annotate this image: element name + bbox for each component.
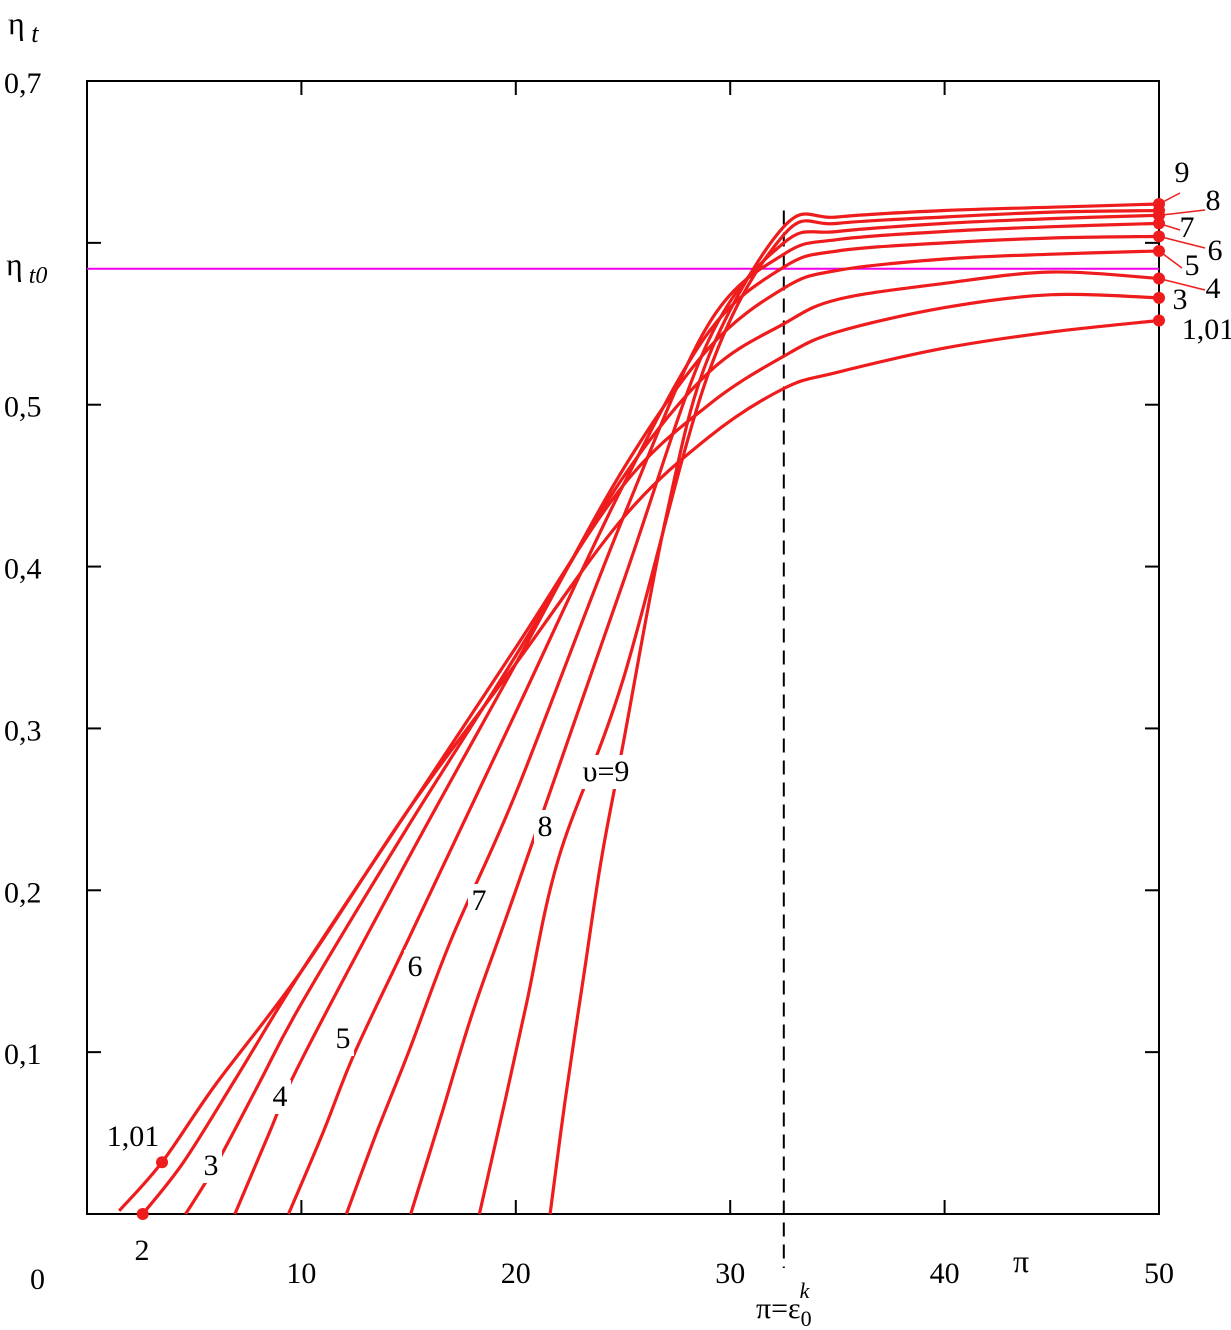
curve-start-dot-0 <box>156 1156 169 1169</box>
end-label-leader-2 <box>1158 277 1206 291</box>
x-tick-label: 40 <box>930 1257 960 1290</box>
x-axis-label: π <box>1013 1243 1029 1279</box>
mid-label-bg-4 <box>332 1022 354 1056</box>
curve-series-4 <box>287 234 1160 1215</box>
end-label-leader-8 <box>1158 192 1181 205</box>
curve-start-dot-1 <box>136 1208 149 1220</box>
end-label-series-3: 5 <box>1185 249 1200 282</box>
y-tick-label: 0,5 <box>4 391 42 424</box>
curve-series-7 <box>477 208 1160 1215</box>
x-tick-label: 20 <box>501 1257 531 1290</box>
mid-label-bg-6 <box>468 884 490 918</box>
curve-end-dot-0 <box>1153 314 1165 327</box>
end-label-series-4: 6 <box>1208 234 1223 267</box>
end-label-leader-6 <box>1158 209 1206 217</box>
mid-label-bg-3 <box>269 1080 291 1114</box>
x-tick-label: 10 <box>286 1257 316 1290</box>
end-label-leader-3 <box>1158 250 1183 269</box>
curve-series-5 <box>344 221 1160 1215</box>
end-label-leader-5 <box>1158 222 1181 231</box>
critical-label: π=ε0k <box>756 1278 812 1330</box>
end-label-series-8: 9 <box>1175 156 1190 189</box>
y-tick-label: 0,3 <box>4 714 42 747</box>
curve-series-8 <box>548 202 1160 1215</box>
y-tick-label: 0,4 <box>4 553 42 586</box>
end-label-series-6: 8 <box>1206 184 1221 217</box>
curve-end-dot-1 <box>1153 291 1165 304</box>
reference-label: η t0 <box>6 246 47 289</box>
mid-label-series-2: 3 <box>204 1149 219 1182</box>
mid-label-series-3: 4 <box>273 1080 288 1113</box>
plot-frame <box>86 80 1160 1215</box>
end-label-leader-4 <box>1158 235 1206 249</box>
mid-label-series-5: 6 <box>408 950 423 983</box>
curve-series-3 <box>233 249 1160 1215</box>
end-label-series-2: 4 <box>1206 272 1221 305</box>
mid-label-series-7: 8 <box>538 810 553 843</box>
y-tick-label: 0,2 <box>4 876 42 909</box>
mid-label-bg-8 <box>579 755 633 789</box>
mid-label-bg-7 <box>534 810 556 844</box>
curve-series-2 <box>184 270 1160 1215</box>
curve-series-6 <box>409 213 1160 1215</box>
y-axis-label: η t <box>8 5 39 48</box>
x-tick-label: 50 <box>1144 1257 1174 1290</box>
origin-label: 0 <box>30 1263 45 1296</box>
mid-label-series-4: 5 <box>336 1022 351 1055</box>
end-label-series-0: 1,01 <box>1182 313 1231 346</box>
end-label-series-5: 7 <box>1180 211 1195 244</box>
mid-label-series-8: υ=9 <box>583 755 630 788</box>
start-label-series-0: 1,01 <box>107 1120 160 1153</box>
y-tick-label: 0,1 <box>4 1038 42 1071</box>
y-tick-label: 0,7 <box>4 67 42 100</box>
mid-label-bg-2 <box>200 1149 222 1183</box>
x-tick-label: 30 <box>715 1257 745 1290</box>
mid-label-series-6: 7 <box>472 884 487 917</box>
curve-series-0 <box>117 318 1160 1212</box>
mid-label-bg-5 <box>404 950 426 984</box>
end-label-series-1: 3 <box>1173 283 1188 316</box>
start-label-series-1: 2 <box>135 1234 150 1267</box>
